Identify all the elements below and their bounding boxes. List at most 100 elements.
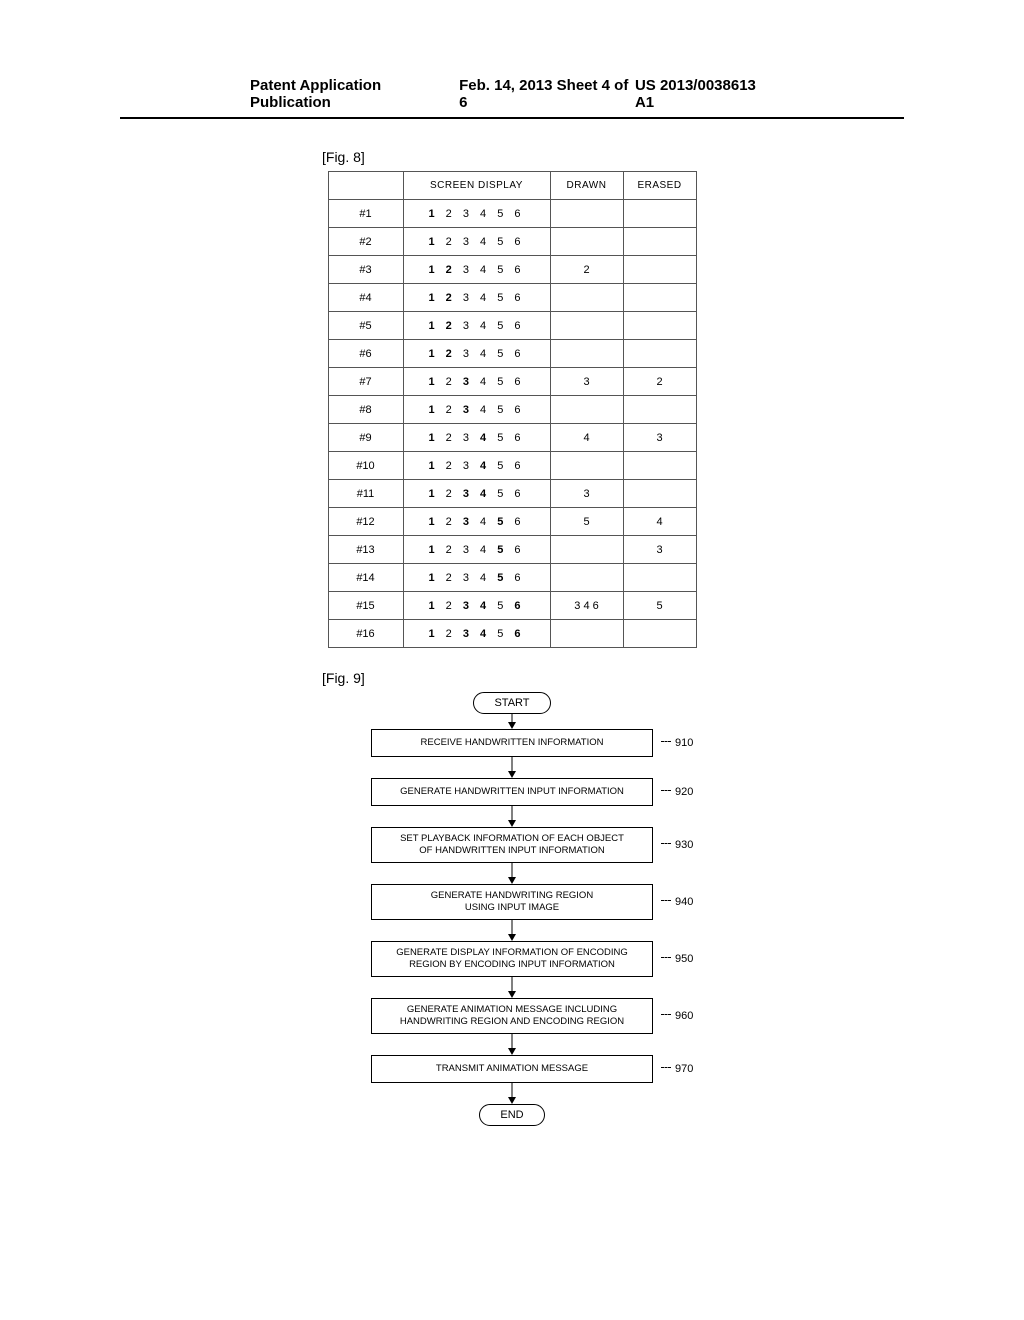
row-number: #5 xyxy=(328,312,403,340)
patent-page: Patent Application Publication Feb. 14, … xyxy=(0,0,1024,1320)
row-number: #4 xyxy=(328,284,403,312)
reference-number: 940 xyxy=(661,896,701,908)
row-number: #9 xyxy=(328,424,403,452)
drawn-cell: 3 4 6 xyxy=(550,592,623,620)
erased-cell xyxy=(623,620,696,648)
row-number: #11 xyxy=(328,480,403,508)
screen-display-cell: 1 2 3 4 5 6 xyxy=(403,452,550,480)
reference-number: 950 xyxy=(661,953,701,965)
erased-cell xyxy=(623,564,696,592)
drawn-cell xyxy=(550,564,623,592)
row-number: #1 xyxy=(328,200,403,228)
process-step: TRANSMIT ANIMATION MESSAGE 970 xyxy=(323,1055,701,1083)
drawn-cell xyxy=(550,536,623,564)
col-screen-display: SCREEN DISPLAY xyxy=(403,172,550,200)
start-terminal: START xyxy=(473,692,550,714)
reference-number: 970 xyxy=(661,1063,701,1075)
table-row: #91 2 3 4 5 643 xyxy=(328,424,696,452)
process-box: TRANSMIT ANIMATION MESSAGE xyxy=(371,1055,653,1083)
screen-display-cell: 1 2 3 4 5 6 xyxy=(403,424,550,452)
process-step: GENERATE ANIMATION MESSAGE INCLUDING HAN… xyxy=(323,998,701,1034)
erased-cell xyxy=(623,480,696,508)
process-step: GENERATE DISPLAY INFORMATION OF ENCODING… xyxy=(323,941,701,977)
table-row: #51 2 3 4 5 6 xyxy=(328,312,696,340)
drawn-cell xyxy=(550,452,623,480)
header-right: US 2013/0038613 A1 xyxy=(635,77,774,111)
screen-display-cell: 1 2 3 4 5 6 xyxy=(403,536,550,564)
screen-display-cell: 1 2 3 4 5 6 xyxy=(403,256,550,284)
erased-cell xyxy=(623,200,696,228)
erased-cell: 4 xyxy=(623,508,696,536)
fig8-header-row: SCREEN DISPLAY DRAWN ERASED xyxy=(328,172,696,200)
screen-display-cell: 1 2 3 4 5 6 xyxy=(403,312,550,340)
fig8-label: [Fig. 8] xyxy=(322,149,1024,165)
erased-cell: 2 xyxy=(623,368,696,396)
table-row: #31 2 3 4 5 62 xyxy=(328,256,696,284)
row-number: #15 xyxy=(328,592,403,620)
screen-display-cell: 1 2 3 4 5 6 xyxy=(403,340,550,368)
row-number: #10 xyxy=(328,452,403,480)
row-number: #14 xyxy=(328,564,403,592)
page-header: Patent Application Publication Feb. 14, … xyxy=(120,0,904,119)
erased-cell xyxy=(623,452,696,480)
drawn-cell: 5 xyxy=(550,508,623,536)
reference-number: 910 xyxy=(661,737,701,749)
screen-display-cell: 1 2 3 4 5 6 xyxy=(403,200,550,228)
col-blank xyxy=(328,172,403,200)
fig9-flowchart: START RECEIVE HANDWRITTEN INFORMATION 910… xyxy=(0,692,1024,1126)
header-center: Feb. 14, 2013 Sheet 4 of 6 xyxy=(459,77,635,111)
col-erased: ERASED xyxy=(623,172,696,200)
table-row: #151 2 3 4 5 63 4 65 xyxy=(328,592,696,620)
reference-number: 930 xyxy=(661,839,701,851)
row-number: #3 xyxy=(328,256,403,284)
table-row: #11 2 3 4 5 6 xyxy=(328,200,696,228)
drawn-cell: 3 xyxy=(550,368,623,396)
screen-display-cell: 1 2 3 4 5 6 xyxy=(403,284,550,312)
drawn-cell: 3 xyxy=(550,480,623,508)
process-step: GENERATE HANDWRITING REGION USING INPUT … xyxy=(323,884,701,920)
table-row: #71 2 3 4 5 632 xyxy=(328,368,696,396)
row-number: #16 xyxy=(328,620,403,648)
table-row: #161 2 3 4 5 6 xyxy=(328,620,696,648)
row-number: #2 xyxy=(328,228,403,256)
process-box: GENERATE ANIMATION MESSAGE INCLUDING HAN… xyxy=(371,998,653,1034)
fig9-label: [Fig. 9] xyxy=(322,670,1024,686)
drawn-cell xyxy=(550,340,623,368)
screen-display-cell: 1 2 3 4 5 6 xyxy=(403,564,550,592)
end-terminal: END xyxy=(479,1104,544,1126)
table-row: #21 2 3 4 5 6 xyxy=(328,228,696,256)
erased-cell xyxy=(623,228,696,256)
drawn-cell xyxy=(550,312,623,340)
fig8-table: SCREEN DISPLAY DRAWN ERASED #11 2 3 4 5 … xyxy=(328,171,697,648)
process-box: RECEIVE HANDWRITTEN INFORMATION xyxy=(371,729,653,757)
screen-display-cell: 1 2 3 4 5 6 xyxy=(403,592,550,620)
erased-cell: 3 xyxy=(623,424,696,452)
row-number: #12 xyxy=(328,508,403,536)
drawn-cell xyxy=(550,284,623,312)
process-box: GENERATE DISPLAY INFORMATION OF ENCODING… xyxy=(371,941,653,977)
process-box: GENERATE HANDWRITING REGION USING INPUT … xyxy=(371,884,653,920)
screen-display-cell: 1 2 3 4 5 6 xyxy=(403,620,550,648)
drawn-cell: 4 xyxy=(550,424,623,452)
table-row: #111 2 3 4 5 63 xyxy=(328,480,696,508)
process-step: GENERATE HANDWRITTEN INPUT INFORMATION92… xyxy=(323,778,701,806)
screen-display-cell: 1 2 3 4 5 6 xyxy=(403,480,550,508)
screen-display-cell: 1 2 3 4 5 6 xyxy=(403,228,550,256)
row-number: #6 xyxy=(328,340,403,368)
drawn-cell xyxy=(550,396,623,424)
erased-cell xyxy=(623,340,696,368)
erased-cell: 3 xyxy=(623,536,696,564)
erased-cell xyxy=(623,312,696,340)
process-box: SET PLAYBACK INFORMATION OF EACH OBJECT … xyxy=(371,827,653,863)
screen-display-cell: 1 2 3 4 5 6 xyxy=(403,508,550,536)
drawn-cell xyxy=(550,228,623,256)
process-step: RECEIVE HANDWRITTEN INFORMATION 910 xyxy=(323,729,701,757)
row-number: #13 xyxy=(328,536,403,564)
row-number: #8 xyxy=(328,396,403,424)
screen-display-cell: 1 2 3 4 5 6 xyxy=(403,396,550,424)
table-row: #101 2 3 4 5 6 xyxy=(328,452,696,480)
reference-number: 960 xyxy=(661,1010,701,1022)
erased-cell: 5 xyxy=(623,592,696,620)
table-row: #61 2 3 4 5 6 xyxy=(328,340,696,368)
process-box: GENERATE HANDWRITTEN INPUT INFORMATION xyxy=(371,778,653,806)
